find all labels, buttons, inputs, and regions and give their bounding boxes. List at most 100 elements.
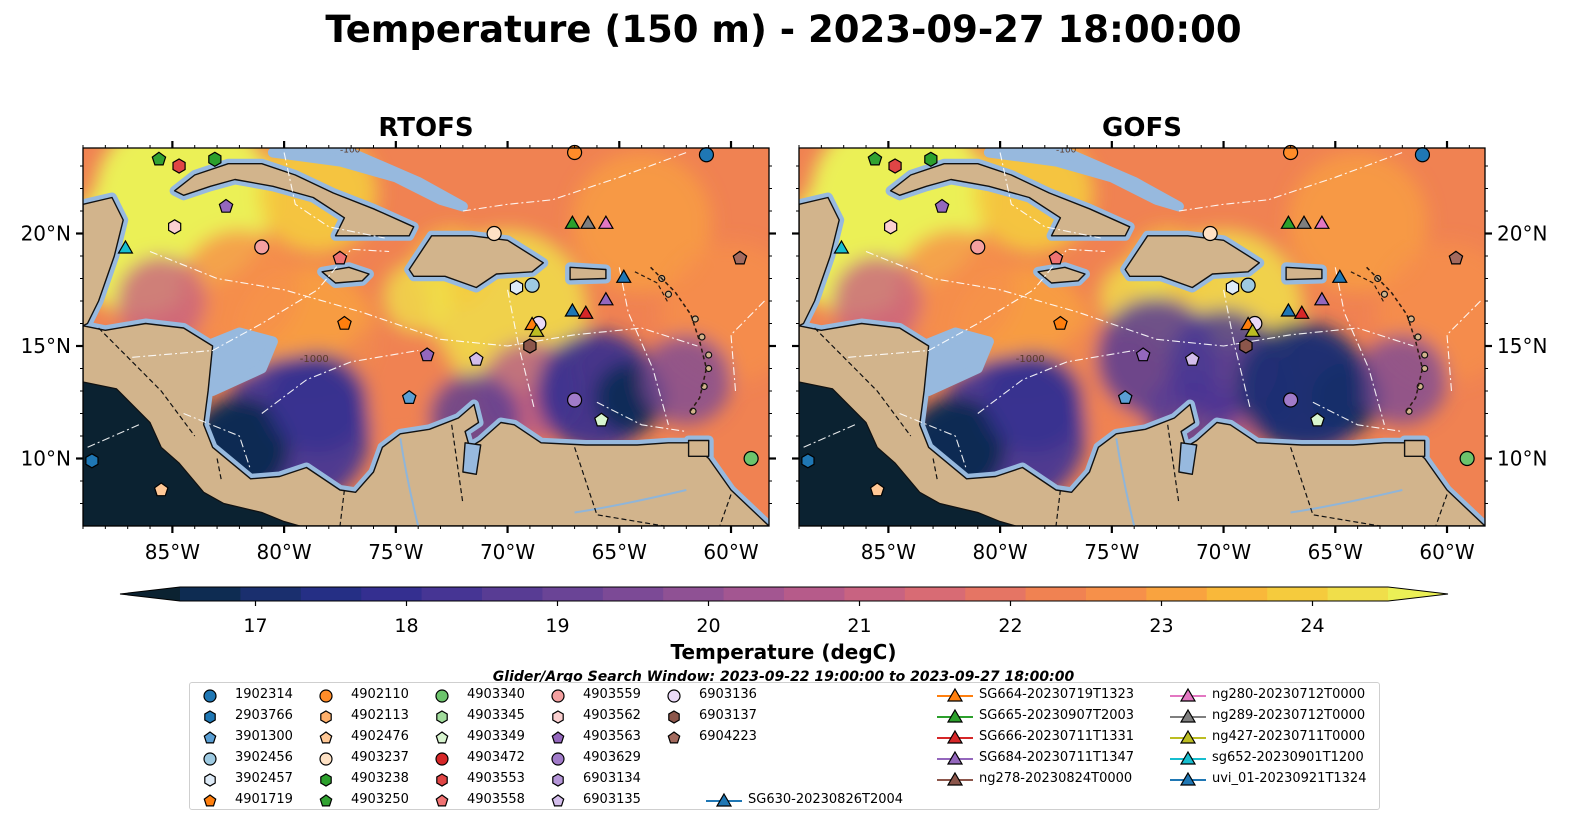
legend-triangle (946, 729, 964, 744)
legend-item: 3901300 (198, 727, 438, 747)
land-jamaica (1037, 266, 1086, 284)
colorbar-bin (663, 587, 725, 601)
colorbar-bin (1146, 587, 1208, 601)
platform-3901300 (1117, 390, 1133, 404)
legend-item: SG666-20230711T1331 (935, 727, 1175, 747)
colorbar-bin (482, 587, 543, 601)
legend-item: SG664-20230719T1323 (935, 685, 1175, 705)
island (1421, 364, 1429, 373)
platform-SG666-20230711T1331 (577, 304, 594, 319)
legend-item: ng278-20230824T0000 (935, 769, 1175, 789)
legend-item: 4903237 (314, 748, 554, 768)
legend-marker (320, 773, 332, 787)
legend-pentagon (203, 794, 217, 807)
lon-tick-label: 75°W (368, 540, 423, 564)
legend-hexagon (204, 710, 216, 724)
platform-4903563 (218, 198, 234, 213)
land-trinidad (687, 439, 710, 457)
platform-SG630-20230826T2004 (1280, 302, 1297, 317)
temperature-blobs (799, 148, 1485, 507)
country-borders (98, 327, 732, 526)
legend-label: 6903136 (699, 687, 757, 702)
legend-pentagon (319, 731, 333, 744)
colorbar-bin (240, 587, 302, 601)
platform-2903766 (801, 453, 815, 469)
legend-marker (203, 752, 217, 766)
legend-label: 6903137 (699, 708, 757, 723)
legend-marker (319, 752, 333, 766)
map-frame (798, 147, 1486, 527)
land-pr (569, 266, 607, 281)
legend-item: 1902314 (198, 685, 438, 705)
colorbar-bin (904, 587, 966, 601)
legend-triangle (715, 792, 733, 807)
platform-4903250 (867, 151, 883, 166)
legend-triangle (946, 708, 964, 723)
platform-3902456 (1240, 277, 1256, 293)
pacific-ocean (799, 381, 1016, 526)
colorbar-bin (723, 587, 785, 601)
panel-title-rtofs: RTOFS (378, 113, 474, 143)
legend-marker (667, 731, 681, 744)
legend-label: ng289-20230712T0000 (1212, 708, 1366, 723)
legend-label: 4903558 (467, 792, 525, 807)
platform-ng427-20230711T0000 (528, 323, 545, 337)
platform-4903250 (151, 151, 167, 166)
legend-marker (937, 729, 973, 744)
lon-tick-label: 60°W (1419, 540, 1474, 564)
legend-label: ng280-20230712T0000 (1212, 687, 1366, 702)
legend-item: 3902457 (198, 769, 438, 789)
land-cuba (173, 162, 415, 237)
platform-4902476 (869, 482, 885, 497)
legend-label: 3901300 (235, 729, 293, 744)
colorbar-tick-label: 22 (998, 615, 1022, 637)
legend-triangle (1179, 771, 1197, 786)
platform-4903559 (970, 239, 986, 255)
isobath (650, 266, 708, 414)
platform-SG684-20230711T1347 (597, 291, 614, 306)
colorbar-bin (421, 587, 483, 601)
legend-pentagon (551, 794, 565, 807)
land-jamaica (321, 266, 370, 284)
platform-4903349 (594, 412, 609, 427)
legend-item: SG665-20230907T2003 (935, 706, 1175, 726)
legend-label: SG665-20230907T2003 (979, 708, 1135, 723)
isobath (634, 271, 669, 304)
legend-circle (435, 752, 449, 766)
island (691, 315, 699, 323)
colorbar-extend-min (120, 587, 180, 601)
colorbar-tick-label: 18 (394, 615, 418, 637)
legend-marker (551, 731, 565, 744)
colorbar-tick-label: 24 (1300, 615, 1324, 637)
map-panel-rtofs: -1000 -100 85°W 80°W 75°W 70°W 65°W 60°W 20°N 15°… (21, 141, 776, 564)
legend-label: 4903345 (467, 708, 525, 723)
platform-4903562 (168, 219, 182, 235)
legend-triangle (946, 687, 964, 702)
colorbar-label: Temperature (degC) (670, 640, 897, 664)
legend-marker (706, 792, 742, 807)
legend-label: SG684-20230711T1347 (979, 750, 1135, 765)
legend-label: 4903250 (351, 792, 409, 807)
legend-label: 6903135 (583, 792, 641, 807)
legend-marker (203, 731, 217, 744)
platform-SG665-20230907T2003 (564, 214, 581, 229)
lat-tick-label: 10°N (21, 447, 71, 471)
legend-triangle (1179, 708, 1197, 723)
platform-ng289-20230712T0000 (579, 215, 597, 229)
legend-item: 4902113 (314, 706, 554, 726)
island (705, 364, 713, 373)
platform-4903237 (486, 225, 502, 242)
legend-label: sg652-20230901T1200 (1212, 750, 1364, 765)
legend-marker (204, 710, 216, 724)
legend-marker (435, 731, 449, 744)
legend-item: 4902110 (314, 685, 554, 705)
lon-tick-label: 65°W (592, 540, 647, 564)
legend-item: 2903766 (198, 706, 438, 726)
legend-label: 4902476 (351, 729, 409, 744)
legend-triangle (1179, 687, 1197, 702)
legend-circle (435, 689, 449, 703)
legend-circle (551, 689, 565, 703)
lon-tick-label: 80°W (256, 540, 311, 564)
platform-sg652-20230901T1200 (117, 239, 134, 254)
